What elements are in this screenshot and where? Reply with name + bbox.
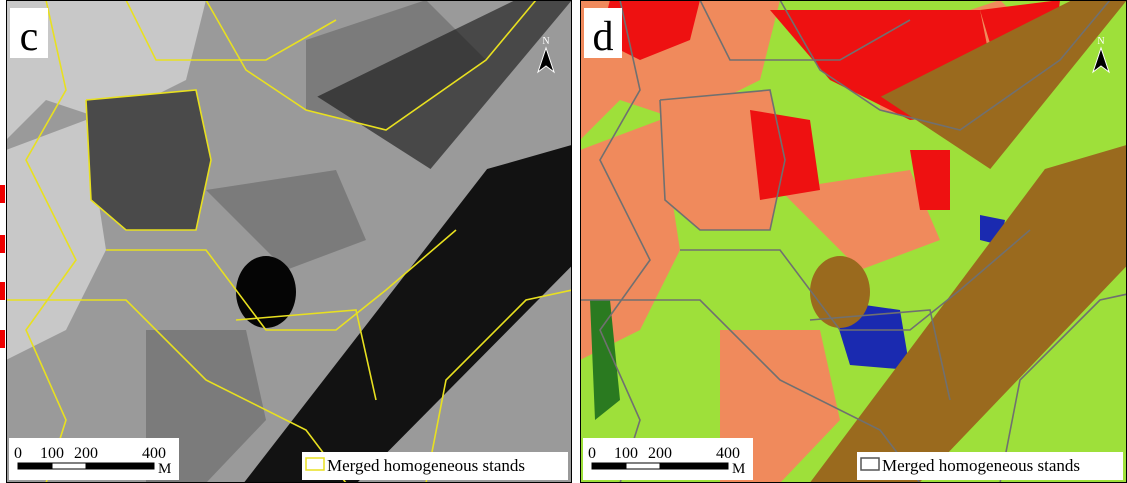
scale-segment — [86, 463, 154, 469]
edge-mark — [0, 235, 5, 253]
scale-segment — [660, 463, 728, 469]
scale-label: 0 — [14, 445, 22, 462]
panel-label: c — [20, 14, 39, 60]
scale-label: 200 — [648, 445, 672, 462]
edge-mark — [0, 282, 5, 300]
scale-segment — [592, 463, 626, 469]
legend-swatch — [861, 458, 879, 470]
scale-label: 100 — [614, 445, 638, 462]
map-image — [6, 0, 572, 483]
map-image — [580, 0, 1127, 483]
scale-unit: M — [732, 461, 745, 477]
land-patch — [86, 90, 211, 230]
scale-label: 400 — [716, 445, 740, 462]
scale-label: 200 — [74, 445, 98, 462]
legend-swatch — [306, 458, 324, 470]
figure: cN0100200400MMerged homogeneous standsdN… — [0, 0, 1127, 483]
legend-label: Merged homogeneous stands — [327, 456, 525, 475]
legend-label: Merged homogeneous stands — [882, 456, 1080, 475]
scale-segment — [626, 463, 660, 469]
scale-label: 400 — [142, 445, 166, 462]
north-label: N — [1097, 36, 1104, 47]
page: cN0100200400MMerged homogeneous standsdN… — [0, 0, 1127, 483]
scale-label: 0 — [588, 445, 596, 462]
land-patch — [750, 110, 820, 200]
scale-segment — [18, 463, 52, 469]
scale-label: 100 — [40, 445, 64, 462]
edge-mark — [0, 185, 5, 203]
panel-label: d — [593, 14, 614, 60]
scale-segment — [52, 463, 86, 469]
scale-unit: M — [158, 461, 171, 477]
north-label: N — [542, 36, 549, 47]
edge-mark — [0, 330, 5, 348]
